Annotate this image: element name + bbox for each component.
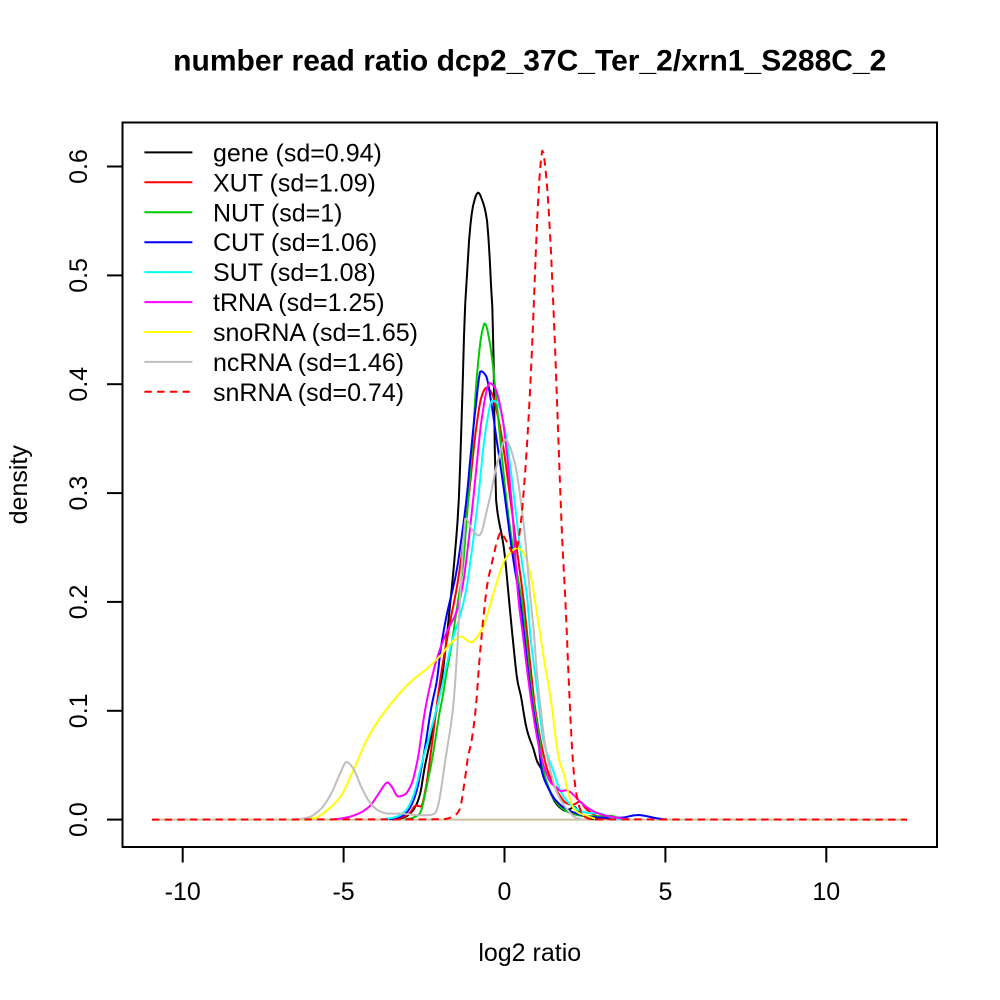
svg-text:-5: -5	[332, 878, 354, 906]
svg-text:-10: -10	[165, 878, 201, 906]
svg-text:number read ratio dcp2_37C_Ter: number read ratio dcp2_37C_Ter_2/xrn1_S2…	[173, 45, 886, 78]
svg-text:0.6: 0.6	[65, 149, 93, 184]
svg-text:10: 10	[812, 878, 840, 906]
svg-text:gene (sd=0.94): gene (sd=0.94)	[213, 139, 382, 167]
svg-text:XUT (sd=1.09): XUT (sd=1.09)	[213, 169, 376, 197]
svg-text:0.2: 0.2	[65, 585, 93, 620]
svg-text:0.3: 0.3	[65, 476, 93, 511]
svg-text:snoRNA (sd=1.65): snoRNA (sd=1.65)	[213, 319, 418, 347]
svg-text:tRNA (sd=1.25): tRNA (sd=1.25)	[213, 289, 385, 317]
svg-text:0.5: 0.5	[65, 258, 93, 293]
svg-text:0.4: 0.4	[65, 367, 93, 402]
svg-text:5: 5	[658, 878, 672, 906]
svg-text:snRNA (sd=0.74): snRNA (sd=0.74)	[213, 379, 404, 407]
svg-text:0.1: 0.1	[65, 693, 93, 728]
svg-text:NUT (sd=1): NUT (sd=1)	[213, 199, 342, 227]
svg-text:0.0: 0.0	[65, 802, 93, 837]
svg-text:ncRNA (sd=1.46): ncRNA (sd=1.46)	[213, 349, 404, 377]
svg-text:0: 0	[498, 878, 512, 906]
svg-text:density: density	[5, 445, 33, 525]
svg-text:CUT (sd=1.06): CUT (sd=1.06)	[213, 229, 377, 257]
svg-text:SUT (sd=1.08): SUT (sd=1.08)	[213, 259, 376, 287]
svg-text:log2 ratio: log2 ratio	[478, 939, 581, 967]
